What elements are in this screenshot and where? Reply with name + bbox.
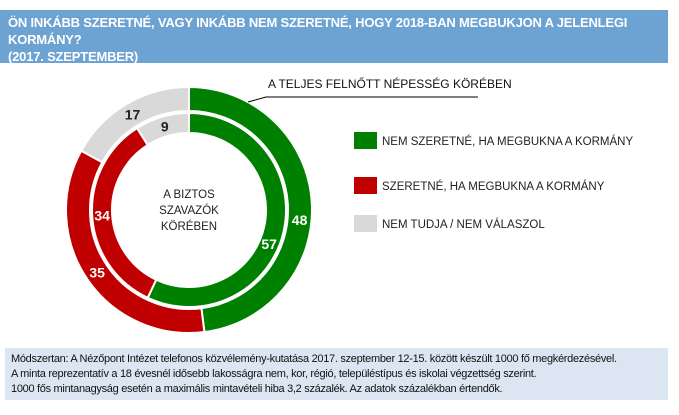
- footer-line: A minta reprezentatív a 18 évesnél időse…: [11, 368, 537, 380]
- outer-ring-value-label: 35: [89, 264, 105, 280]
- inner-ring-value-label: 57: [261, 236, 277, 252]
- methodology-note: Módszertan: A Nézőpont Intézet telefonos…: [5, 348, 668, 400]
- legend-label: NEM TUDJA / NEM VÁLASZOL: [382, 218, 545, 231]
- outer-ring-segment-2: [79, 85, 190, 164]
- outer-ring-label: A TELJES FELNŐTT NÉPESSÉG KÖRÉBEN: [268, 76, 512, 91]
- legend-swatch-gray: [354, 215, 377, 232]
- inner-ring-segment-0: [146, 111, 287, 308]
- inner-ring-value-label: 9: [161, 118, 169, 134]
- inner-ring-value-label: 34: [94, 207, 110, 223]
- inner-ring-segment-2: [135, 111, 190, 147]
- title-line-2: (2017. SZEPTEMBER): [8, 49, 139, 64]
- center-label-2: SZAVAZÓK: [159, 204, 219, 217]
- outer-ring-value-label: 48: [292, 212, 308, 228]
- center-label-1: A BIZTOS: [163, 189, 215, 201]
- title-line-1: ÖN INKÁBB SZERETNÉ, VAGY INKÁBB NEM SZER…: [8, 15, 628, 47]
- legend-swatch-green: [354, 132, 377, 149]
- chart-title: ÖN INKÁBB SZERETNÉ, VAGY INKÁBB NEM SZER…: [0, 10, 668, 64]
- legend-swatch-red: [354, 177, 377, 194]
- footer-line: Módszertan: A Nézőpont Intézet telefonos…: [11, 353, 617, 365]
- legend: NEM SZERETNÉ, HA MEGBUKNA A KORMÁNY SZER…: [354, 132, 633, 232]
- legend-label: NEM SZERETNÉ, HA MEGBUKNA A KORMÁNY: [382, 135, 633, 148]
- legend-label: SZERETNÉ, HA MEGBUKNA A KORMÁNY: [382, 180, 605, 193]
- center-label-3: KÖRÉBEN: [161, 220, 217, 233]
- leader-line-diag: [247, 96, 267, 103]
- footer-line: 1000 fős mintanagyság esetén a maximális…: [11, 383, 503, 395]
- outer-ring-value-label: 17: [125, 106, 141, 122]
